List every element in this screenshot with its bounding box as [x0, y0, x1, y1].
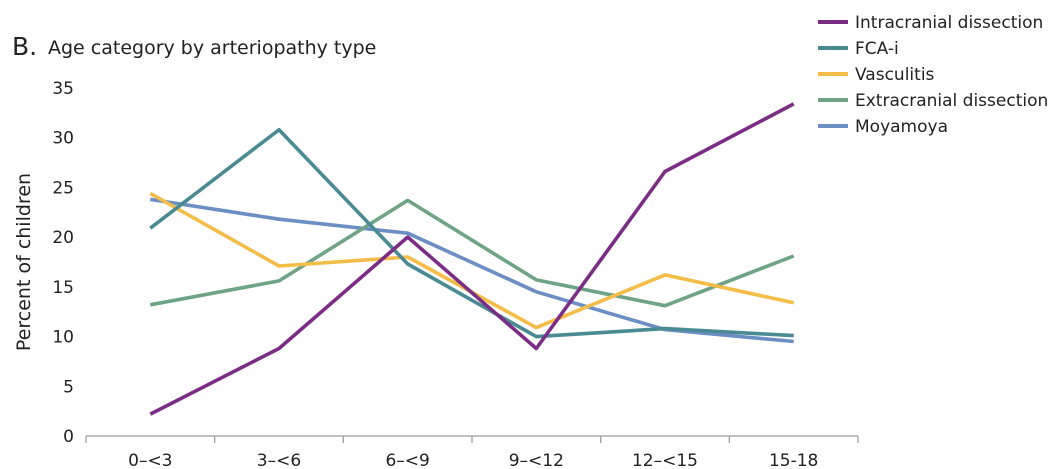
y-tick-label: 15: [52, 278, 74, 298]
x-tick-label: 0–<3: [128, 451, 172, 469]
x-tick-label: 3–<6: [257, 451, 301, 469]
y-tick-label: 20: [52, 228, 74, 248]
panel-label: B.: [12, 32, 37, 61]
y-tick-label: 30: [52, 129, 74, 149]
legend-label-vasculitis: Vasculitis: [855, 65, 935, 85]
legend-label-intracranial-dissection: Intracranial dissection: [855, 13, 1043, 33]
y-tick-label: 5: [63, 377, 74, 397]
series-line-extracranial-dissection: [149, 198, 795, 308]
series-line-fca-i: [149, 128, 794, 339]
y-tick-label: 10: [52, 328, 74, 348]
x-tick-label: 12–<15: [632, 451, 698, 469]
x-tick-label: 6–<9: [385, 451, 429, 469]
x-tick-label: 15-18: [769, 451, 818, 469]
y-axis-label: Percent of children: [13, 173, 35, 351]
series-lines: [149, 102, 795, 416]
legend-label-fca-i: FCA-i: [855, 39, 899, 59]
series-line-intracranial-dissection: [149, 102, 795, 416]
series-line-moyamoya: [150, 197, 794, 344]
chart-title: Age category by arteriopathy type: [48, 37, 376, 59]
y-tick-label: 25: [52, 178, 74, 198]
y-tick-label: 35: [52, 79, 74, 99]
legend: Intracranial dissection FCA-i Vasculitis Ex…: [818, 13, 1048, 137]
legend-label-extracranial-dissection: Extracranial dissection: [855, 91, 1048, 111]
legend-label-moyamoya: Moyamoya: [855, 117, 948, 137]
y-axis-ticks: 0 5 10 15 20 25 30 35: [52, 79, 74, 447]
x-tick-label: 9–<12: [509, 451, 564, 469]
x-axis-ticks: 0–<3 3–<6 6–<9 9–<12 12–<15 15-18: [85, 436, 859, 469]
y-tick-label: 0: [63, 427, 74, 447]
